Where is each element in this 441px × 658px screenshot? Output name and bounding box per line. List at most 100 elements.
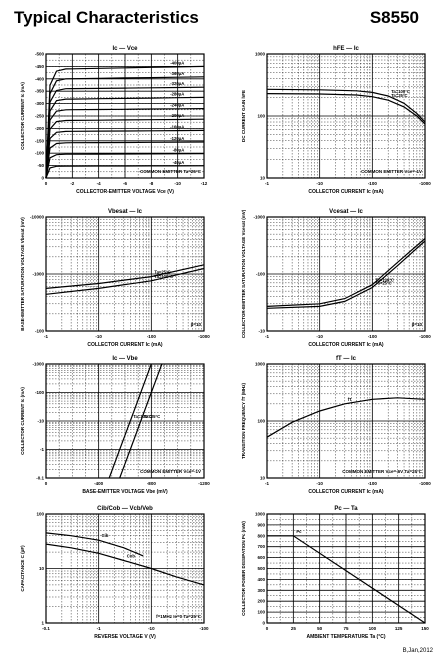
y-tick-label: -1000: [32, 272, 44, 277]
x-tick-label: -800: [147, 481, 157, 486]
series-label: -400μA: [170, 60, 184, 65]
chart-title: fT — Ic: [336, 356, 357, 362]
y-tick-label: -150: [35, 138, 45, 143]
x-tick-label: 50: [317, 626, 323, 631]
x-tick-label: -100: [147, 334, 157, 339]
chart-cob-vcb: Cib/Cob — Vcb/Veb -0.1 -1 -10 -100 1 10 100 REVE…: [20, 506, 209, 640]
x-tick-label: -2: [70, 181, 74, 186]
x-axis-label: COLLECTOR CURRENT Ic (mA): [308, 342, 384, 348]
chart-annotation: COMMON EMITTER Vce=-6V Ta=25°C: [342, 469, 422, 474]
series-line: [45, 65, 205, 179]
x-axis-label: COLLECTOR CURRENT Ic (mA): [308, 489, 384, 495]
series-label: Pc: [296, 529, 302, 534]
series-label: Ta=25°C: [144, 414, 160, 419]
plot-frame: [45, 216, 205, 332]
x-tick-label: 150: [421, 626, 429, 631]
series-label: Ta=100°C: [154, 274, 173, 279]
chart-ic-vce: Ic — Vce 0 -2 -4 -6 -8 -10 -12 0 -50 -100 -150 -200 -…: [20, 46, 208, 195]
y-tick-label: 800: [257, 533, 265, 538]
y-axis-label: DC CURRENT GAIN hFE: [241, 90, 246, 142]
chart-title: Vbesat — Ic: [108, 209, 143, 215]
series-line: [45, 165, 205, 179]
series-label: -120μA: [170, 136, 184, 141]
y-tick-label: -300: [35, 101, 45, 106]
series-label: -320μA: [170, 81, 184, 86]
x-tick-label: -100: [368, 334, 378, 339]
part-number: S8550: [369, 8, 419, 27]
series-line: [45, 76, 205, 179]
x-tick-label: -1200: [198, 481, 210, 486]
chart-annotation: f=1MHz Ie=0 Ta=25°C: [156, 614, 202, 619]
chart-annotation: COMMON EMITTER Vce=-1V: [361, 169, 422, 174]
x-tick-label: 25: [291, 626, 297, 631]
chart-ft-ic: fT — Ic -1 -10 -100 -1000 10 100 1000 COLLECTOR …: [241, 356, 431, 495]
x-tick-label: -400: [94, 481, 104, 486]
series-label: Ta=25°C: [391, 93, 407, 98]
x-axis-label: COLLECTOR CURRENT Ic (mA): [87, 342, 163, 348]
x-tick-label: 75: [343, 626, 349, 631]
series-label: Ta=25°C: [375, 280, 391, 285]
x-axis-label: AMBIENT TEMPERATURE Ta (°C): [306, 634, 385, 640]
y-tick-label: -0.1: [36, 476, 44, 481]
y-tick-label: -1000: [253, 215, 265, 220]
y-tick-label: 900: [257, 522, 265, 527]
x-tick-label: -1000: [419, 481, 431, 486]
plot-frame: [45, 53, 205, 179]
x-tick-label: -1: [265, 181, 269, 186]
chart-title: Pc — Ta: [334, 506, 358, 512]
y-tick-label: 10: [260, 176, 266, 181]
y-tick-label: 10: [260, 476, 266, 481]
series-label: Ta=100°C: [375, 278, 394, 283]
x-tick-label: -1: [265, 334, 269, 339]
x-tick-label: -1000: [198, 334, 210, 339]
plot-frame: [266, 216, 426, 332]
y-tick-label: -400: [35, 76, 45, 81]
chart-annotation: β=10: [191, 322, 202, 327]
x-tick-label: -8: [149, 181, 153, 186]
y-tick-label: 1000: [255, 362, 266, 367]
x-tick-label: -6: [123, 181, 127, 186]
x-tick-label: 125: [395, 626, 403, 631]
y-tick-label: -450: [35, 64, 45, 69]
y-tick-label: 100: [257, 419, 265, 424]
chart-vcesat-ic: Vcesat — Ic-1 -10 -100 -1000-10-100-1000COL…: [241, 209, 431, 348]
series-label: -160μA: [170, 124, 184, 129]
x-axis-label: COLLECTOR-EMITTER VOLTAGE Vce (V): [76, 189, 174, 195]
x-tick-label: -0.1: [42, 626, 50, 631]
series-line: [45, 96, 205, 179]
y-tick-label: -1000: [32, 362, 44, 367]
y-tick-label: 100: [257, 114, 265, 119]
series-line: [266, 240, 426, 309]
x-tick-label: 0: [266, 626, 269, 631]
chart-title: Ic — Vbe: [112, 356, 138, 362]
y-tick-label: 0: [41, 176, 44, 181]
chart-ic-vbe: Ic — Vbe 0 -400 -800 -1200 -0.1 -1 -10 -100 -1000…: [20, 356, 210, 495]
footer-date: B,Jan,2012: [402, 648, 433, 654]
series-line: [45, 86, 205, 179]
y-tick-label: -10000: [30, 215, 45, 220]
series-label: Cib: [102, 533, 109, 538]
x-tick-label: -10: [316, 481, 323, 486]
series-line: [108, 363, 152, 479]
series-line: [45, 153, 205, 179]
plot-frame: [266, 513, 426, 624]
x-tick-label: -1: [44, 334, 48, 339]
y-tick-label: 100: [36, 512, 44, 517]
y-axis-label: COLLECTOR POWER DISSIPATION Pc (mW): [241, 521, 246, 616]
y-tick-label: -100: [35, 151, 45, 156]
series-label: -200μA: [170, 113, 184, 118]
series-label: -280μA: [170, 91, 184, 96]
y-tick-label: -250: [35, 114, 45, 119]
y-tick-label: 1000: [255, 52, 266, 57]
chart-title: Vcesat — Ic: [329, 209, 363, 215]
y-tick-label: -100: [256, 272, 266, 277]
x-tick-label: -10: [148, 626, 155, 631]
x-tick-label: -100: [199, 626, 209, 631]
y-tick-label: 0: [262, 621, 265, 626]
chart-annotation: COMMON EMITTER Ta=25°C: [140, 169, 202, 174]
x-tick-label: -1: [265, 481, 269, 486]
y-tick-label: 100: [257, 610, 265, 615]
x-axis-label: BASE-EMITTER VOLTAGE Vbe (mV): [82, 489, 168, 495]
y-tick-label: 1000: [255, 512, 266, 517]
y-tick-label: 1: [41, 621, 44, 626]
